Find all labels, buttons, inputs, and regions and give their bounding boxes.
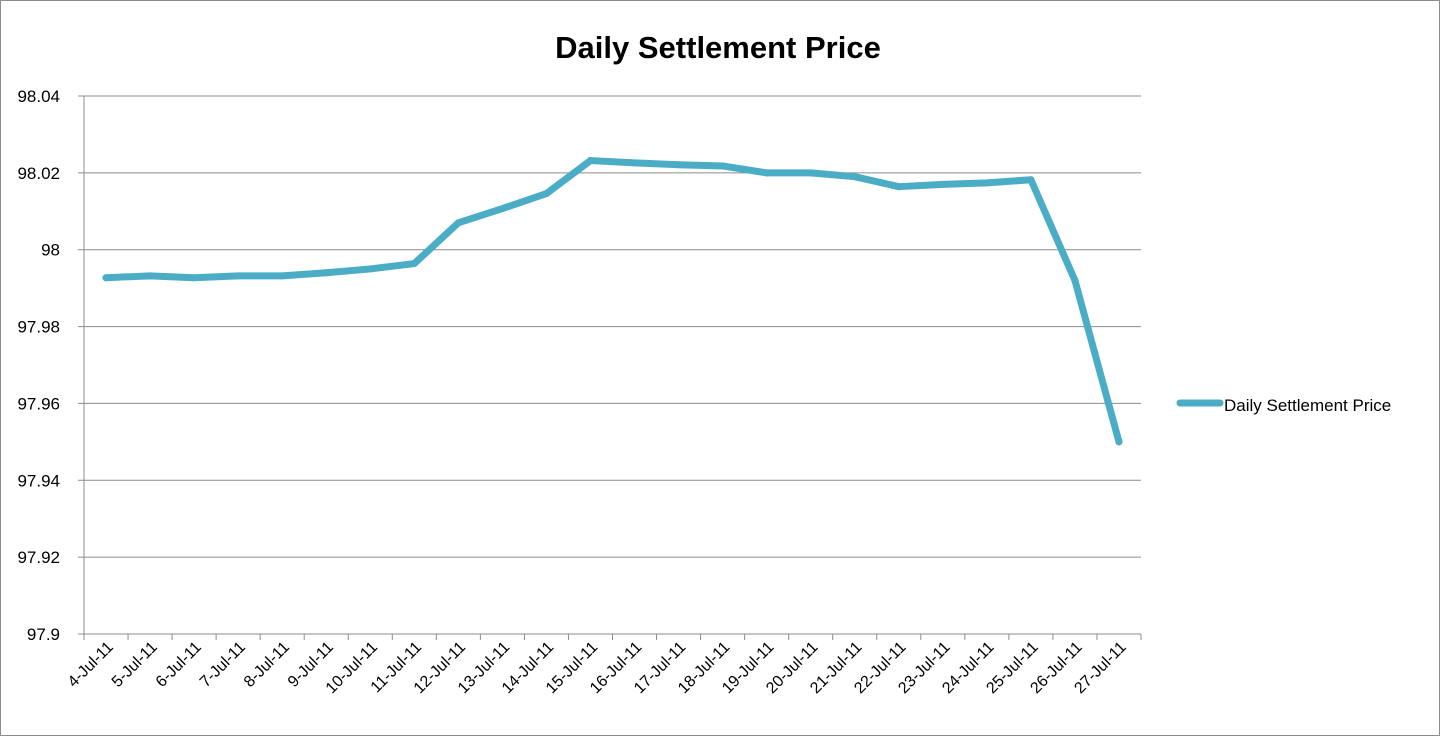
data-point — [234, 272, 242, 280]
data-point — [983, 179, 991, 187]
data-point — [939, 180, 947, 188]
data-point — [807, 169, 815, 177]
data-point — [1115, 438, 1123, 446]
data-point — [1071, 276, 1079, 284]
x-tick-label: 4-Jul-11 — [65, 639, 117, 691]
data-point — [102, 274, 110, 282]
data-point — [631, 159, 639, 167]
y-tick-label: 97.9 — [27, 625, 60, 644]
data-point — [1027, 176, 1035, 184]
data-point — [498, 205, 506, 213]
x-tick-label: 5-Jul-11 — [109, 639, 161, 691]
y-tick-label: 98.02 — [17, 164, 60, 183]
legend: Daily Settlement Price — [1176, 396, 1391, 415]
y-tick-label: 98 — [41, 241, 60, 260]
data-point — [366, 265, 374, 273]
x-tick-label: 8-Jul-11 — [241, 639, 293, 691]
data-point — [675, 161, 683, 169]
y-tick-label: 97.96 — [17, 394, 60, 413]
data-point — [410, 260, 418, 268]
data-point — [851, 173, 859, 181]
y-tick-label: 97.98 — [17, 318, 60, 337]
data-point — [586, 157, 594, 165]
series-line — [102, 157, 1123, 446]
data-point — [190, 274, 198, 282]
data-point — [763, 169, 771, 177]
data-point — [278, 272, 286, 280]
data-point — [542, 190, 550, 198]
data-point — [146, 272, 154, 280]
legend-label: Daily Settlement Price — [1224, 396, 1391, 415]
y-tick-label: 98.04 — [17, 87, 60, 106]
data-point — [322, 269, 330, 277]
data-point — [454, 219, 462, 227]
x-tick-label: 6-Jul-11 — [153, 639, 205, 691]
y-tick-label: 97.92 — [17, 548, 60, 567]
chart-title: Daily Settlement Price — [555, 30, 881, 65]
data-point — [895, 183, 903, 191]
data-point — [719, 162, 727, 170]
y-tick-label: 97.94 — [17, 471, 60, 490]
x-tick-label: 7-Jul-11 — [197, 639, 249, 691]
